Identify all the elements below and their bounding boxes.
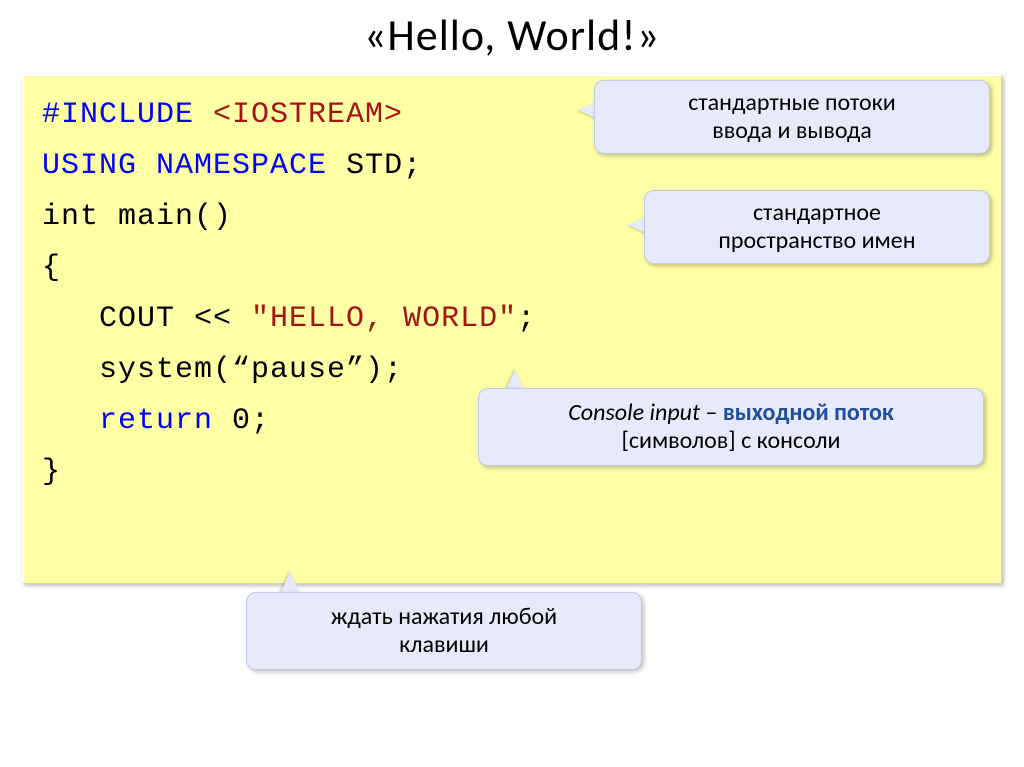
token-namespace: namespace [156,149,346,183]
slide-title: «Hello, World!» [0,0,1024,62]
callout-cout: Console input – выходной поток [символов… [478,388,984,466]
token-cout: cout << [42,302,251,336]
token-string: "Hello, World" [251,302,517,336]
callout-text: клавиши [399,631,489,659]
callout-tail-pause [280,572,300,594]
token-iostream: <iostream> [213,98,403,132]
token-include: #include [42,98,213,132]
token-std: std; [346,149,422,183]
code-line-cout: cout << "Hello, World"; [42,294,983,345]
callout-text: [символов] с консоли [621,427,840,455]
callout-text: ждать нажатия любой [331,603,557,631]
callout-dash: – [700,398,723,427]
token-semi: ; [517,302,536,336]
callout-text: пространство имен [718,227,915,255]
token-return: return [42,404,213,438]
callout-namespace: стандартное пространство имен [644,190,990,264]
callout-io-streams: стандартные потоки ввода и вывода [594,80,990,154]
callout-italic: Console input [568,398,700,427]
callout-bold: выходной поток [723,398,894,427]
callout-text: стандартные потоки [688,89,896,117]
token-zero: 0; [213,404,270,438]
callout-text: стандартное [753,199,881,227]
callout-pause: ждать нажатия любой клавиши [246,592,642,670]
callout-text: ввода и вывода [712,117,872,145]
callout-text: Console input – выходной поток [568,399,894,427]
token-using: using [42,149,156,183]
